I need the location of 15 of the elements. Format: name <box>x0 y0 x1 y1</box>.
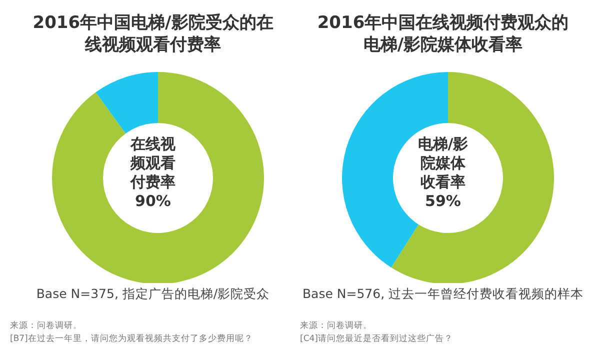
donut-slice <box>52 72 264 283</box>
data-label: 90% <box>134 192 172 211</box>
text: Base N=375, 指定广告的电梯/影院受众 <box>35 286 271 303</box>
text: 在线视频观看付费率 <box>129 135 176 192</box>
text: [B7]在过去一年里，请问您为观看视频共支付了多少费用呢？ <box>10 333 253 346</box>
source-note: 来源：问卷调研。 <box>300 320 373 333</box>
donut-slice <box>391 72 554 283</box>
donut-slice <box>96 72 158 134</box>
text: Base N=576, 过去一年曾经付费收看视频的样本 <box>301 286 585 303</box>
data-label: 59% <box>424 192 462 211</box>
text: 电梯/影院媒体收看率 <box>416 135 470 192</box>
source-note: 来源：问卷调研。 <box>10 320 83 333</box>
chart-title: 2016年中国电梯/影院受众的在线视频观看付费率 <box>32 12 274 56</box>
text: [C4]请问您最近是否看到过这些广告？ <box>300 333 453 346</box>
chart-title: 2016年中国在线视频付费观众的电梯/影院媒体收看率 <box>316 12 570 56</box>
